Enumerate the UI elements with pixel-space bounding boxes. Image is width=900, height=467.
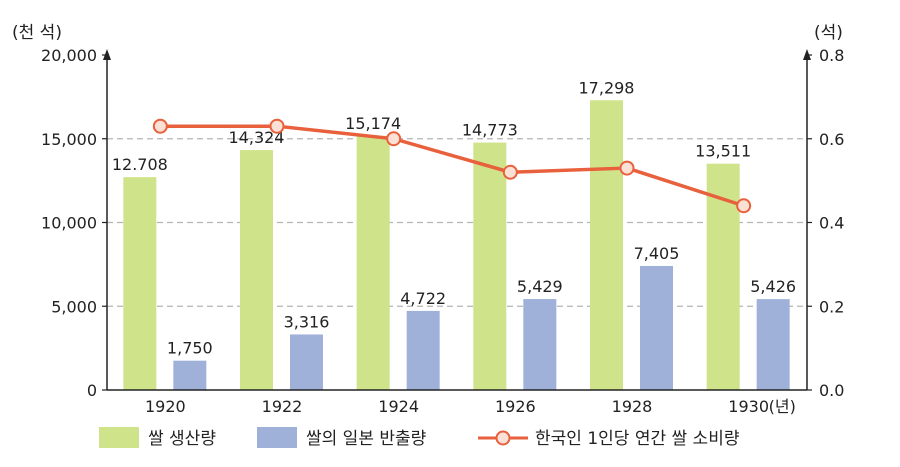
consumption-point (152, 118, 168, 134)
consumption-point (502, 164, 518, 180)
right-tick-label: 0.0 (819, 381, 844, 400)
production-data-label: 17,298 (579, 78, 635, 97)
x-tick-label: 1922 (262, 397, 303, 416)
tick-labels: 0 5,000 10,000 15,000 20,000 0.0 0.2 0.4 0.6 0.8 1… (41, 46, 844, 416)
export-data-label: 5,426 (750, 277, 796, 296)
left-tick-label: 15,000 (41, 130, 97, 149)
export-data-label: 4,722 (400, 289, 446, 308)
export-data-label: 5,429 (517, 277, 563, 296)
right-tick-label: 0.8 (819, 46, 844, 65)
x-tick-label: 1928 (612, 397, 653, 416)
legend-swatch-production (99, 427, 139, 448)
consumption-polyline (160, 124, 745, 208)
legend-label-consumption: 한국인 1인당 연간 쌀 소비량 (535, 429, 740, 449)
export-bar (523, 299, 557, 390)
left-tick-label: 20,000 (41, 46, 97, 65)
production-bar (240, 150, 273, 390)
legend-marker-consumption (495, 430, 511, 446)
consumption-point (736, 198, 752, 214)
production-data-label: 14,773 (462, 121, 518, 140)
production-bar (590, 100, 623, 391)
consumption-point (269, 118, 285, 134)
production-data-label: 12.708 (112, 155, 168, 174)
x-axis-unit: (년) (769, 397, 796, 416)
export-bar (290, 334, 323, 390)
export-data-label: 7,405 (634, 244, 680, 263)
right-tick-label: 0.6 (819, 130, 844, 149)
right-tick-label: 0.2 (819, 297, 844, 316)
x-tick-label: 1924 (378, 397, 419, 416)
left-tick-label: 5,000 (51, 297, 97, 316)
gridlines (107, 138, 807, 307)
legend-label-export: 쌀의 일본 반출량 (306, 429, 427, 449)
x-tick-label: 1920 (145, 397, 186, 416)
legend: 쌀 생산량 쌀의 일본 반출량 한국인 1인당 연간 쌀 소비량 (99, 427, 740, 449)
consumption-line (152, 118, 752, 214)
x-tick-label: 1926 (495, 397, 536, 416)
production-bar (356, 135, 390, 390)
legend-label-production: 쌀 생산량 (148, 429, 216, 449)
export-bar (640, 265, 673, 390)
consumption-point (386, 131, 402, 147)
production-data-label: 15,174 (345, 114, 401, 133)
data-labels: 12.708 14,324 15,174 14,773 17,298 13,511 1,75… (112, 78, 796, 357)
export-bar (756, 299, 790, 390)
export-bar (406, 310, 440, 390)
production-data-label: 14,324 (229, 128, 285, 147)
export-bar (173, 360, 207, 390)
export-data-label: 3,316 (284, 312, 330, 331)
consumption-point (619, 160, 635, 176)
export-data-label: 1,750 (167, 339, 213, 358)
left-tick-label: 0 (87, 381, 97, 400)
left-axis-unit: (천 석) (12, 23, 62, 43)
production-data-label: 13,511 (695, 142, 751, 161)
legend-swatch-export (257, 427, 297, 448)
x-tick-label: 1930 (728, 397, 769, 416)
right-tick-label: 0.4 (819, 214, 844, 233)
production-bar (473, 142, 507, 390)
bars (123, 100, 790, 391)
left-tick-label: 10,000 (41, 214, 97, 233)
production-bar (123, 177, 157, 390)
right-axis-unit: (석) (814, 23, 843, 43)
